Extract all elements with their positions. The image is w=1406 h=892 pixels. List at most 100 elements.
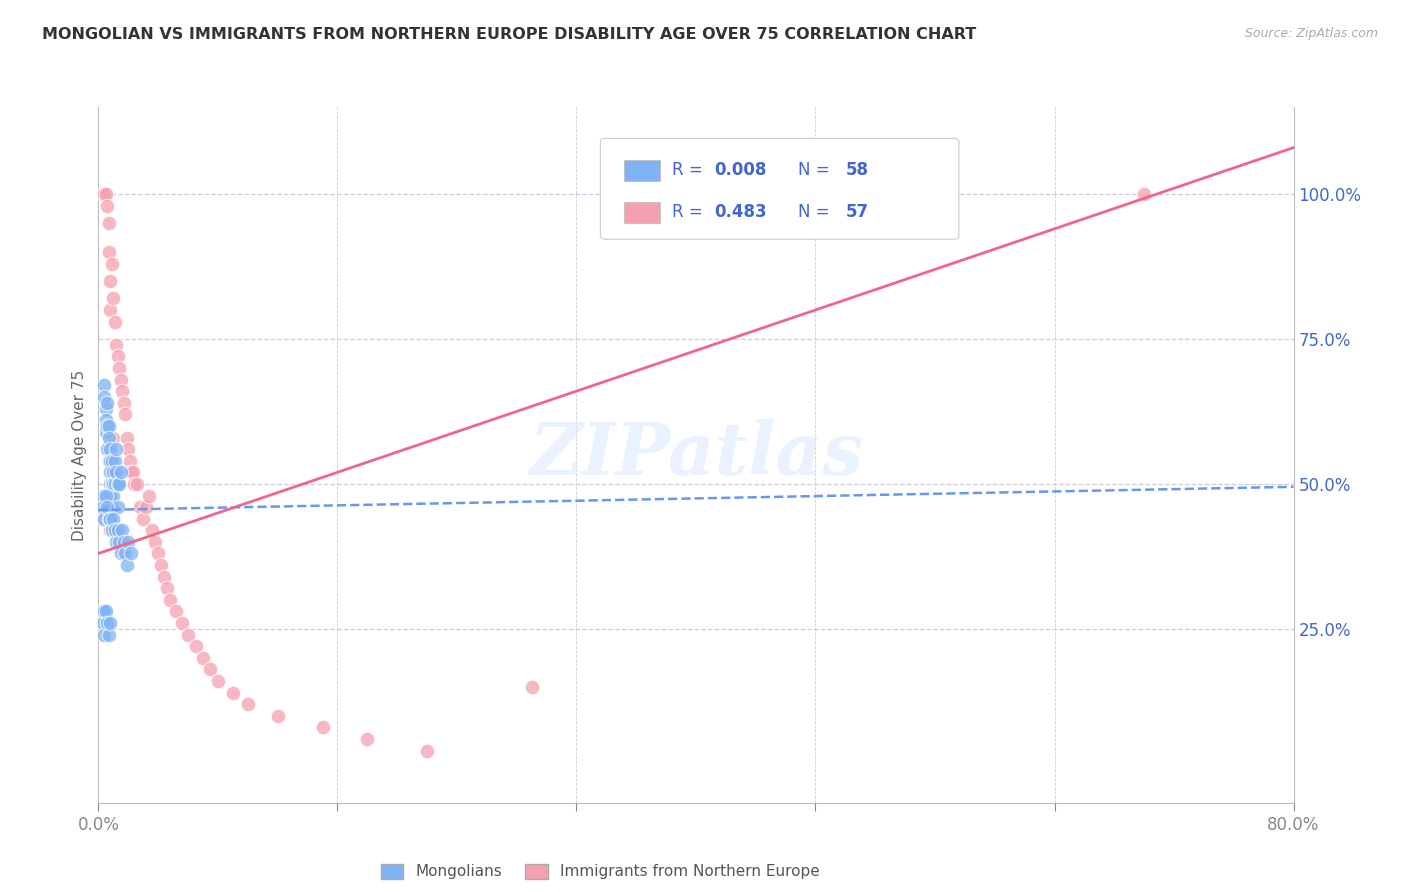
Point [91,489,114,503]
Point [93,511,115,525]
Point [115,431,138,445]
Point [100,511,122,525]
Point [120,466,142,480]
Text: N =: N = [797,203,834,221]
Point [100,523,122,537]
Point [267,708,290,723]
Point [108,476,131,491]
Point [93,390,115,404]
Point [200,662,222,676]
Text: R =: R = [672,203,709,221]
Text: ZIPatlas: ZIPatlas [529,419,863,491]
Point [97,216,120,230]
Point [100,442,122,456]
Point [236,698,259,712]
Point [115,558,138,573]
Point [124,476,146,491]
Point [96,500,118,514]
Legend: Mongolians, Immigrants from Northern Europe: Mongolians, Immigrants from Northern Eur… [374,857,827,886]
Point [94,413,117,427]
Point [356,731,378,746]
Point [93,628,115,642]
Point [105,338,128,352]
Point [97,511,120,525]
Point [108,361,131,376]
Point [101,453,124,467]
Point [114,407,136,421]
Text: 0.008: 0.008 [714,161,766,179]
Point [96,615,118,630]
Point [143,534,166,549]
Point [100,489,122,503]
Point [97,511,120,525]
Point [112,534,135,549]
Point [93,187,115,202]
Point [153,570,176,584]
Point [311,721,333,735]
Point [114,546,136,561]
Point [97,418,120,433]
Point [150,558,173,573]
Point [156,582,179,596]
Point [103,476,125,491]
Point [91,187,114,202]
Point [1133,187,1156,202]
Point [97,431,120,445]
Point [91,615,114,630]
Point [101,476,124,491]
Point [111,384,134,398]
Text: MONGOLIAN VS IMMIGRANTS FROM NORTHERN EUROPE DISABILITY AGE OVER 75 CORRELATION : MONGOLIAN VS IMMIGRANTS FROM NORTHERN EU… [42,27,976,42]
Point [108,534,131,549]
FancyBboxPatch shape [624,202,661,222]
Point [94,401,117,416]
Point [104,314,127,328]
Point [91,500,114,514]
Point [110,373,132,387]
Point [207,674,229,689]
Point [93,378,115,392]
Point [105,442,128,456]
Text: R =: R = [672,161,709,179]
Point [107,523,129,537]
Point [97,628,120,642]
Point [120,546,142,561]
Text: 58: 58 [845,161,869,179]
FancyBboxPatch shape [600,138,959,239]
Point [96,199,118,213]
Point [121,466,143,480]
Point [165,605,187,619]
Point [94,489,117,503]
Point [110,546,132,561]
Point [104,523,127,537]
Point [132,511,155,525]
Point [107,350,129,364]
Point [117,442,139,456]
Point [100,274,122,288]
Point [222,685,245,699]
Point [93,511,115,525]
Point [105,534,128,549]
Point [104,476,127,491]
Point [103,489,125,503]
Point [94,187,117,202]
Point [191,651,214,665]
Point [107,476,129,491]
Point [94,489,117,503]
Point [184,639,207,653]
Point [177,628,200,642]
Point [97,244,120,259]
Text: 0.483: 0.483 [714,203,766,221]
Point [107,500,129,514]
Point [100,453,122,467]
Point [94,425,117,439]
Point [118,453,141,467]
Point [96,442,118,456]
Point [111,523,134,537]
FancyBboxPatch shape [624,160,661,181]
Point [103,291,125,305]
Point [129,500,152,514]
Point [159,592,181,607]
Point [103,511,125,525]
Point [94,605,117,619]
Point [110,466,132,480]
